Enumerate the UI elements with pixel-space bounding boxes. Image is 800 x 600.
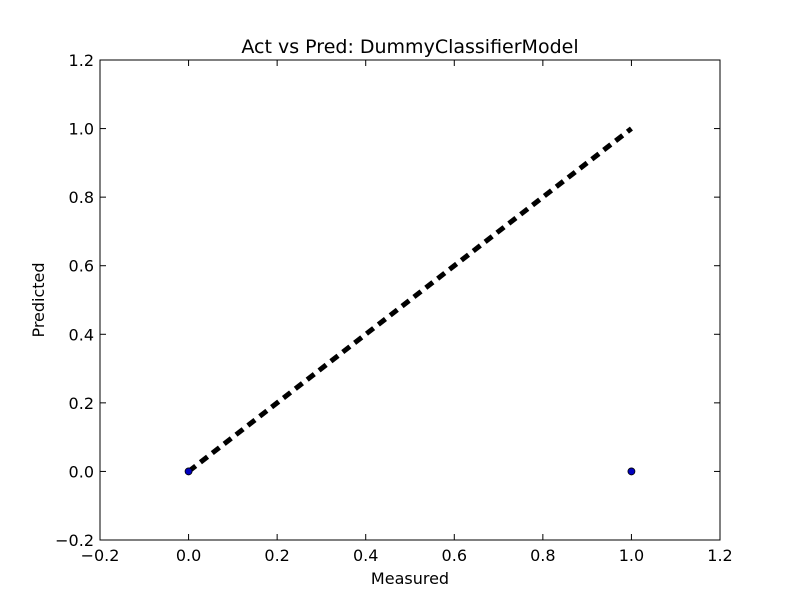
data-point — [184, 467, 193, 476]
x-tick-label: 0.4 — [353, 546, 378, 565]
y-tick-label: 1.2 — [69, 51, 94, 70]
y-tick-label: 0.4 — [69, 325, 94, 344]
y-axis: −0.2 0.0 0.2 0.4 0.6 0.8 1.0 1.2 — [55, 51, 720, 550]
x-tick-label: 0.0 — [176, 546, 201, 565]
y-axis-label: Predicted — [29, 262, 48, 337]
chart-title: Act vs Pred: DummyClassifierModel — [241, 36, 578, 58]
x-axis-label: Measured — [371, 569, 449, 588]
x-tick-label: 0.8 — [530, 546, 555, 565]
plot-frame — [99, 59, 721, 541]
y-tick-label: 0.0 — [69, 462, 94, 481]
y-tick-label: 0.8 — [69, 188, 94, 207]
y-tick-label: 0.6 — [69, 257, 94, 276]
x-tick-label: −0.2 — [81, 546, 120, 565]
x-axis: −0.2 0.0 0.2 0.4 0.6 0.8 1.0 1.2 — [81, 60, 733, 565]
plot-area — [184, 126, 636, 476]
x-tick-label: 1.2 — [707, 546, 732, 565]
y-tick-label: 1.0 — [69, 120, 94, 139]
x-tick-label: 1.0 — [619, 546, 644, 565]
data-point — [627, 467, 636, 476]
x-tick-label: 0.6 — [442, 546, 467, 565]
y-tick-label: −0.2 — [55, 531, 94, 550]
y-tick-label: 0.2 — [69, 394, 94, 413]
x-tick-label: 0.2 — [264, 546, 289, 565]
reference-line — [187, 126, 633, 474]
